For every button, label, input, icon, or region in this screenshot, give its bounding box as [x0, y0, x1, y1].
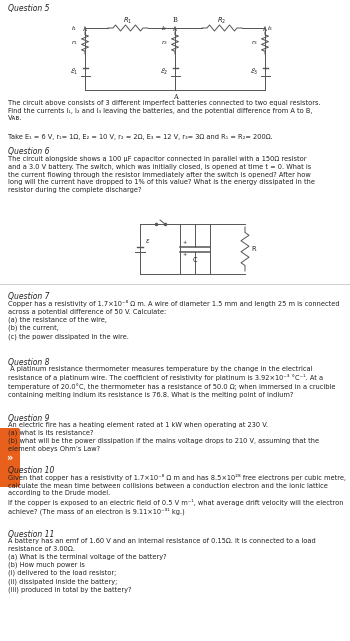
- Text: A platinum resistance thermometer measures temperature by the change in the elec: A platinum resistance thermometer measur…: [8, 366, 336, 397]
- Text: R: R: [251, 246, 256, 252]
- Text: Question 10: Question 10: [8, 466, 54, 475]
- Text: $I_2$: $I_2$: [161, 24, 167, 33]
- Text: $\mathcal{E}_3$: $\mathcal{E}_3$: [250, 67, 258, 77]
- Text: The circuit above consists of 3 different imperfect batteries connected to two e: The circuit above consists of 3 differen…: [8, 100, 321, 122]
- Text: Question 11: Question 11: [8, 530, 54, 539]
- Text: +: +: [182, 253, 186, 258]
- Text: ε: ε: [146, 238, 150, 244]
- Text: $R_1$: $R_1$: [124, 16, 133, 26]
- Text: $I_3$: $I_3$: [267, 24, 273, 33]
- Text: Take E₁ = 6 V, r₁= 1Ω, E₂ = 10 V, r₂ = 2Ω, E₃ = 12 V, r₃= 3Ω and R₁ = R₂= 200Ω.: Take E₁ = 6 V, r₁= 1Ω, E₂ = 10 V, r₂ = 2…: [8, 134, 273, 140]
- Text: Given that copper has a resistivity of 1.7×10⁻⁸ Ω m and has 8.5×10²⁸ free electr: Given that copper has a resistivity of 1…: [8, 474, 346, 515]
- Text: The circuit alongside shows a 100 μF capacitor connected in parallel with a 150Ω: The circuit alongside shows a 100 μF cap…: [8, 156, 315, 193]
- Text: $R_2$: $R_2$: [217, 16, 226, 26]
- Text: $I_1$: $I_1$: [71, 24, 77, 33]
- Text: Question 7: Question 7: [8, 292, 49, 301]
- Text: $r_3$: $r_3$: [251, 38, 258, 47]
- Text: $\mathcal{E}_2$: $\mathcal{E}_2$: [160, 67, 168, 77]
- Text: Question 6: Question 6: [8, 147, 49, 156]
- Text: B: B: [173, 16, 177, 24]
- FancyBboxPatch shape: [0, 428, 20, 487]
- Text: Question 8: Question 8: [8, 358, 49, 367]
- Text: $\mathcal{E}_1$: $\mathcal{E}_1$: [70, 67, 78, 77]
- Text: Question 9: Question 9: [8, 414, 49, 423]
- Text: »: »: [6, 453, 12, 463]
- Text: Question 5: Question 5: [8, 4, 49, 13]
- Text: $r_1$: $r_1$: [71, 38, 78, 47]
- Text: C: C: [193, 256, 197, 263]
- Text: A: A: [173, 93, 177, 101]
- Text: An electric fire has a heating element rated at 1 kW when operating at 230 V.
(a: An electric fire has a heating element r…: [8, 422, 319, 453]
- Text: +: +: [182, 240, 186, 244]
- Text: Copper has a resistivity of 1.7×10⁻⁸ Ω m. A wire of diameter 1.5 mm and length 2: Copper has a resistivity of 1.7×10⁻⁸ Ω m…: [8, 300, 340, 340]
- Text: A battery has an emf of 1.60 V and an internal resistance of 0.15Ω. It is connec: A battery has an emf of 1.60 V and an in…: [8, 538, 316, 593]
- Text: $r_2$: $r_2$: [161, 38, 168, 47]
